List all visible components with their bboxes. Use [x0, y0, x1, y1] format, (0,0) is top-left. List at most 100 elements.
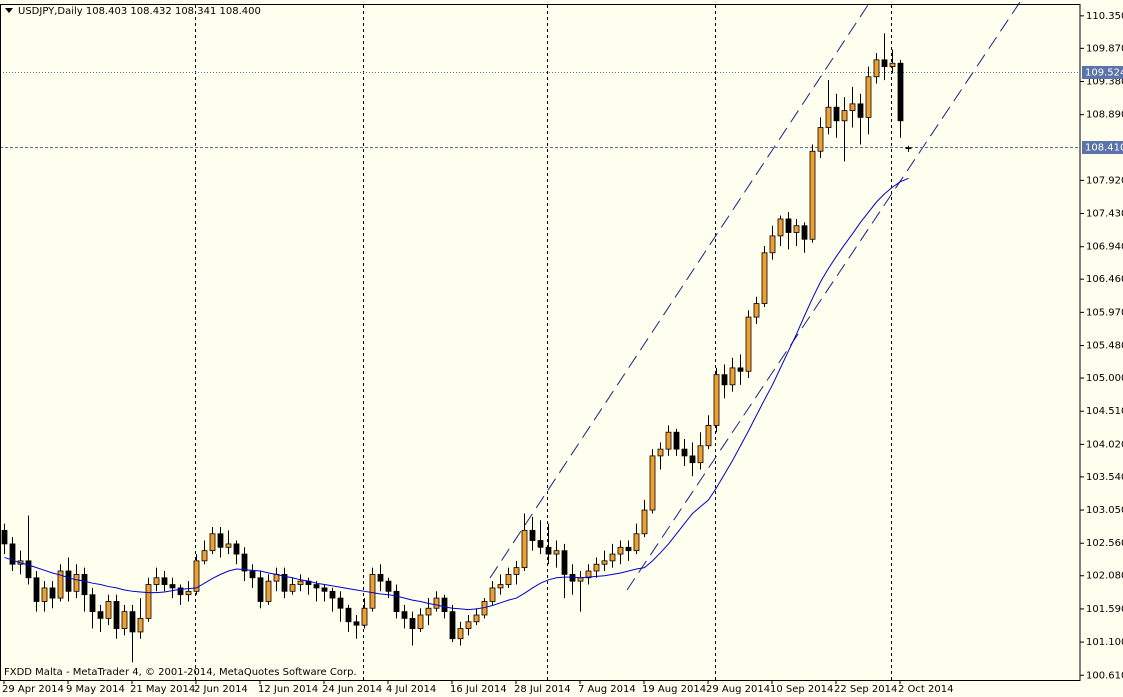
candle-body — [41, 587, 48, 602]
candle-body — [409, 617, 416, 629]
y-tick-label: 105.480 — [1086, 341, 1123, 352]
candle-body — [857, 103, 864, 118]
candle-body — [465, 621, 472, 629]
candle-body — [665, 431, 672, 450]
candle-body — [689, 455, 696, 464]
candle-body — [449, 611, 456, 640]
candle-body — [33, 577, 40, 602]
candle-body — [401, 611, 408, 619]
candle-body — [545, 546, 552, 555]
y-tick-label: 101.100 — [1086, 637, 1123, 648]
footer: FXDD Malta - MetaTrader 4, © 2001-2014, … — [4, 667, 357, 678]
y-tick-label: 104.510 — [1086, 406, 1123, 417]
candle-body — [73, 573, 80, 592]
candle-body — [393, 590, 400, 613]
price-label: 109.524 — [1085, 68, 1123, 79]
candle-body — [625, 546, 632, 552]
y-tick-label: 101.590 — [1086, 604, 1123, 615]
candle-body — [841, 110, 848, 122]
x-tick-label: 12 Jun 2014 — [258, 684, 318, 695]
candle-body — [361, 607, 368, 626]
y-tick-label: 107.920 — [1086, 175, 1123, 186]
price-label-box — [1082, 141, 1123, 154]
candle-body — [329, 590, 336, 599]
candle-body — [345, 607, 352, 623]
candle-body — [593, 563, 600, 572]
candle-body — [65, 570, 72, 592]
candle-body — [633, 533, 640, 552]
candle-body — [761, 252, 768, 304]
candle-body — [121, 611, 128, 629]
candle-body — [145, 584, 152, 619]
candle-body — [25, 560, 32, 579]
candle-body — [745, 316, 752, 372]
candle-body — [785, 218, 792, 233]
candle-body — [105, 601, 112, 619]
candle-body — [585, 570, 592, 579]
candle-body — [753, 303, 760, 318]
candle-body — [153, 577, 160, 585]
candle-body — [713, 374, 720, 426]
candle-body — [881, 59, 888, 68]
candle-body — [385, 580, 392, 592]
candle-body — [225, 543, 232, 548]
candle-body — [209, 533, 216, 552]
candle-body — [337, 597, 344, 609]
candle-body — [505, 573, 512, 585]
trend-lines — [489, 1, 1021, 591]
y-tick-label: 110.350 — [1086, 11, 1123, 22]
x-tick-label: 22 Sep 2014 — [834, 684, 897, 695]
price-label: 108.410 — [1085, 143, 1123, 154]
candle-body — [265, 580, 272, 602]
x-tick-label: 28 Jul 2014 — [514, 684, 571, 695]
candle-body — [161, 577, 168, 585]
x-tick-label: 4 Jul 2014 — [386, 684, 436, 695]
x-tick-label: 2 Jun 2014 — [194, 684, 248, 695]
candle-body — [817, 127, 824, 152]
candle-body — [577, 577, 584, 582]
y-tick-label: 106.940 — [1086, 242, 1123, 253]
candle-body — [129, 611, 136, 633]
candle-body — [537, 540, 544, 548]
candle-body — [897, 62, 904, 122]
y-tick-label: 103.540 — [1086, 472, 1123, 483]
x-tick-label: 16 Jul 2014 — [450, 684, 507, 695]
candle-body — [825, 106, 832, 128]
candle-body — [769, 235, 776, 254]
x-tick-label: 10 Sep 2014 — [770, 684, 833, 695]
x-tick-label: 24 Jun 2014 — [322, 684, 382, 695]
x-tick-label: 19 Aug 2014 — [642, 684, 706, 695]
candle-body — [369, 573, 376, 609]
candle-body — [1, 529, 8, 545]
candle-body — [833, 106, 840, 122]
y-tick-label: 105.000 — [1086, 373, 1123, 384]
period-separators — [195, 5, 892, 680]
candle-body — [257, 577, 264, 602]
candle-body — [441, 597, 448, 613]
candle-body — [177, 587, 184, 596]
candle-body — [657, 448, 664, 457]
candle-body — [81, 573, 88, 596]
candle-body — [721, 374, 728, 386]
x-tick-label: 7 Aug 2014 — [578, 684, 636, 695]
candle-body — [601, 560, 608, 565]
candle-body — [609, 553, 616, 562]
candle-body — [57, 570, 64, 599]
candle-body — [233, 543, 240, 555]
candle-body — [321, 587, 328, 592]
candle-body — [513, 567, 520, 575]
y-tick-label: 108.890 — [1086, 110, 1123, 121]
candle-body — [89, 594, 96, 613]
trend-line — [626, 1, 1021, 591]
candle-body — [241, 553, 248, 572]
candle-body — [289, 584, 296, 592]
candle-body — [457, 628, 464, 640]
candle-body — [553, 550, 560, 555]
candle-body — [617, 546, 624, 555]
x-tick-label: 21 May 2014 — [130, 684, 195, 695]
candle-body — [521, 529, 528, 569]
candle-body — [793, 225, 800, 233]
candle-body — [673, 431, 680, 450]
y-tick-label: 102.560 — [1086, 538, 1123, 549]
